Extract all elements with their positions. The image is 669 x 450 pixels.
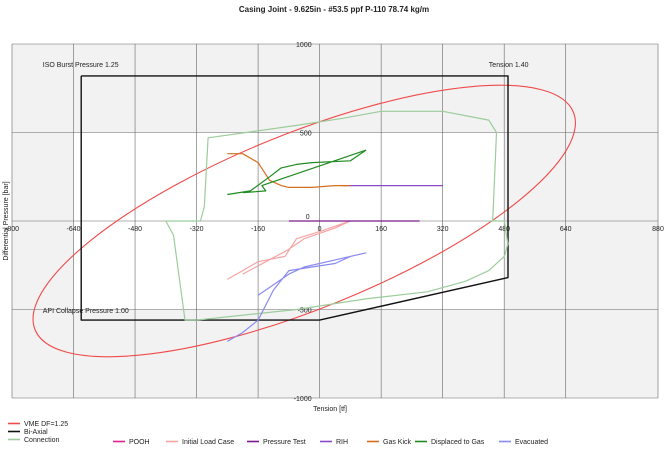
- legend-label: Displaced to Gas: [431, 439, 485, 446]
- series-line: [227, 153, 351, 188]
- y-tick-label: -1000: [294, 396, 312, 403]
- x-tick-label: 0: [318, 226, 322, 233]
- y-tick-label: 1000: [296, 42, 312, 49]
- x-tick-label: 320: [437, 226, 449, 233]
- series-line: [227, 149, 367, 196]
- legend-label: RIH: [336, 439, 348, 446]
- legend-label: Gas Kick: [383, 439, 412, 446]
- legend-label: VME DF=1.25: [24, 421, 68, 428]
- x-tick-label: 160: [375, 226, 387, 233]
- annotation-label: Tension 1.40: [489, 62, 529, 69]
- series-line: [226, 252, 367, 342]
- series-line: [165, 110, 509, 321]
- x-tick-label: -480: [128, 226, 142, 233]
- y-tick-label: 500: [300, 131, 312, 138]
- legend-label: Pressure Test: [263, 439, 306, 446]
- series-line: [227, 220, 351, 280]
- y-axis-label: Differential Pressure [bar]: [3, 181, 10, 260]
- annotation-label: ISO Burst Pressure 1.25: [43, 62, 119, 69]
- annotation-label: API Collapse Pressure 1.00: [43, 308, 129, 315]
- series-line: [32, 84, 576, 358]
- x-tick-label: 480: [498, 226, 510, 233]
- x-tick-label: -640: [67, 226, 81, 233]
- series-line: [80, 75, 509, 321]
- y-tick-label: -500: [298, 308, 312, 315]
- legend-label: Evacuated: [515, 439, 548, 446]
- x-tick-label: -160: [251, 226, 265, 233]
- legend-label: POOH: [129, 439, 150, 446]
- legend-label: Initial Load Case: [182, 439, 234, 446]
- x-tick-label: -320: [190, 226, 204, 233]
- y-tick-label: 0: [306, 214, 310, 221]
- chart-title: Casing Joint - 9.625in - #53.5 ppf P-110…: [239, 5, 429, 14]
- x-tick-label: 640: [560, 226, 572, 233]
- legend-label: Connection: [24, 437, 60, 444]
- x-tick-label: 880: [652, 226, 664, 233]
- x-tick-label: -800: [5, 226, 19, 233]
- legend-label: Bi-Axial: [24, 429, 48, 436]
- x-axis-label: Tension [tf]: [313, 406, 347, 413]
